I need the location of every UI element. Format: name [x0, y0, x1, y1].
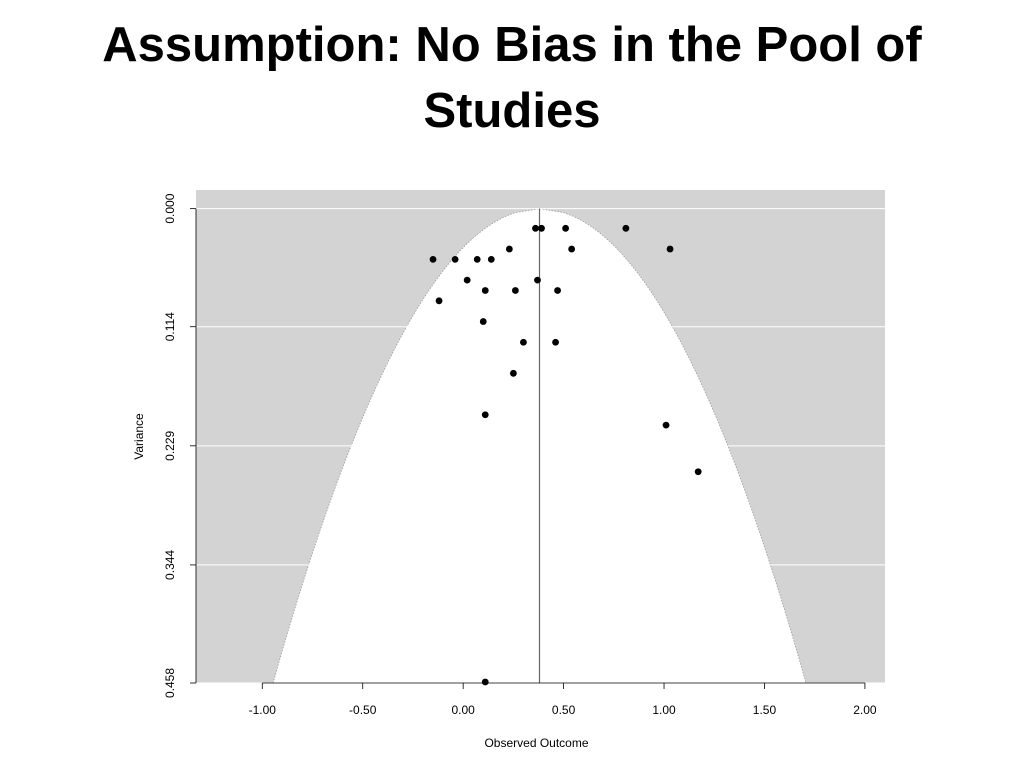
data-point [481, 287, 489, 294]
y-tick-label: 0.458 [163, 668, 177, 698]
data-point [473, 255, 481, 263]
data-point [509, 369, 517, 377]
data-point [552, 338, 559, 346]
data-point [429, 255, 437, 263]
data-point [520, 338, 527, 346]
x-tick-label: -0.50 [349, 703, 377, 717]
data-point [435, 297, 443, 305]
data-point [538, 224, 545, 232]
data-point [568, 245, 576, 253]
x-tick-label: -1.00 [249, 703, 277, 717]
data-point [505, 245, 513, 253]
data-point [562, 224, 570, 232]
data-point [534, 276, 541, 284]
data-point [463, 276, 471, 284]
y-tick-label: 0.000 [163, 193, 177, 223]
data-point [532, 224, 539, 232]
data-point [481, 411, 489, 419]
y-tick-label: 0.344 [163, 550, 177, 580]
plot-area [196, 190, 885, 686]
x-tick-label: 1.50 [753, 703, 777, 717]
data-point [622, 224, 630, 232]
data-point [479, 318, 487, 325]
x-axis: -1.00 -0.50 0.00 0.50 1.00 1.50 2.00 [249, 682, 877, 717]
slide-title: Assumption: No Bias in the Pool of Studi… [0, 12, 1024, 144]
data-point [451, 255, 459, 263]
x-tick-label: 2.00 [853, 703, 877, 717]
x-tick-label: 0.50 [552, 703, 576, 717]
data-point [481, 678, 489, 686]
y-axis-label: Variance [132, 413, 146, 460]
y-tick-label: 0.229 [163, 430, 177, 460]
y-axis: 0.000 0.114 0.229 0.344 0.458 [163, 193, 197, 698]
data-point [511, 287, 519, 294]
y-tick-label: 0.114 [163, 312, 177, 341]
slide-title-line-2: Studies [423, 84, 601, 138]
slide-title-line-1: Assumption: No Bias in the Pool of [102, 18, 922, 72]
data-point [666, 245, 674, 253]
x-tick-label: 1.00 [652, 703, 676, 717]
x-axis-label: Observed Outcome [484, 736, 588, 750]
data-point [694, 468, 702, 476]
data-point [554, 287, 561, 294]
data-point [487, 255, 495, 263]
data-point [662, 421, 670, 429]
x-tick-label: 0.00 [451, 703, 475, 717]
